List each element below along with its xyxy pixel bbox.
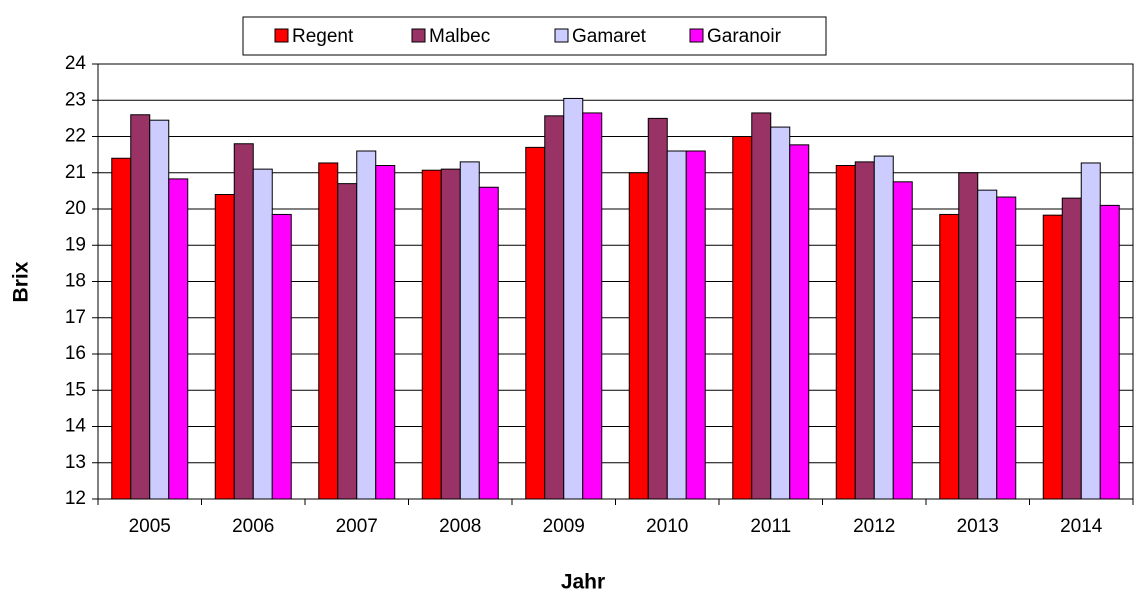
legend-label: Regent: [292, 26, 354, 47]
x-tick-label: 2014: [1060, 516, 1103, 537]
y-tick-label: 16: [65, 343, 86, 364]
bar: [628, 172, 649, 500]
bar: [770, 126, 791, 500]
x-tick-label: 2013: [957, 516, 999, 537]
bar: [252, 168, 273, 500]
legend-label: Malbec: [429, 26, 490, 47]
y-tick-label: 17: [65, 307, 86, 328]
x-tick-label: 2011: [750, 516, 791, 537]
bar: [318, 162, 339, 500]
bar: [440, 168, 461, 500]
y-tick-label: 12: [65, 488, 86, 509]
y-tick-label: 13: [65, 452, 86, 473]
bar: [835, 165, 856, 500]
bar: [356, 150, 377, 500]
bar: [337, 183, 358, 500]
x-tick-label: 2008: [439, 516, 481, 537]
y-tick-label: 24: [65, 53, 87, 74]
x-tick-label: 2009: [543, 516, 585, 537]
bar: [996, 196, 1017, 500]
x-axis-title: Jahr: [561, 571, 605, 594]
y-tick-label: 21: [65, 162, 86, 183]
legend-swatch: [554, 28, 569, 43]
y-axis-title: Brix: [10, 261, 33, 302]
bar: [168, 178, 189, 500]
y-tick-label: 18: [65, 271, 86, 292]
bar: [939, 213, 960, 500]
bar: [582, 112, 603, 500]
y-tick-label: 15: [65, 379, 86, 400]
x-tick-label: 2012: [853, 516, 895, 537]
bar: [892, 181, 913, 500]
bar: [958, 172, 979, 500]
bar: [214, 194, 235, 500]
bar: [375, 165, 396, 500]
bar: [854, 161, 875, 500]
y-tick-label: 22: [65, 126, 86, 147]
legend-label: Garanoir: [707, 26, 782, 47]
legend-swatch: [411, 28, 426, 43]
legend-swatch: [689, 28, 704, 43]
bar: [666, 150, 687, 500]
bar: [1080, 162, 1101, 500]
x-tick-label: 2006: [232, 516, 274, 537]
bar: [478, 186, 499, 500]
x-tick-label: 2005: [129, 516, 171, 537]
bar: [149, 119, 170, 500]
x-tick-label: 2007: [336, 516, 378, 537]
y-tick-label: 14: [65, 416, 87, 437]
bar: [751, 112, 772, 500]
legend-swatch: [274, 28, 289, 43]
bar: [685, 150, 706, 500]
bar: [647, 117, 668, 500]
legend-box: [242, 16, 827, 56]
legend-label: Gamaret: [572, 26, 647, 47]
bar: [111, 157, 132, 500]
bar: [563, 97, 584, 500]
bar: [732, 136, 753, 500]
bar: [977, 189, 998, 500]
y-tick-label: 23: [65, 89, 86, 110]
bar: [525, 146, 546, 500]
y-tick-label: 19: [65, 234, 86, 255]
bar: [233, 143, 254, 500]
x-tick-label: 2010: [646, 516, 688, 537]
bar: [789, 144, 810, 500]
bar: [271, 213, 292, 500]
bar: [1042, 214, 1063, 500]
bar: [421, 169, 442, 500]
bar: [1099, 204, 1120, 500]
bar: [873, 155, 894, 500]
y-tick-label: 20: [65, 198, 86, 219]
bar: [544, 115, 565, 500]
bar: [459, 161, 480, 500]
bar: [130, 114, 151, 500]
bar: [1061, 197, 1082, 500]
